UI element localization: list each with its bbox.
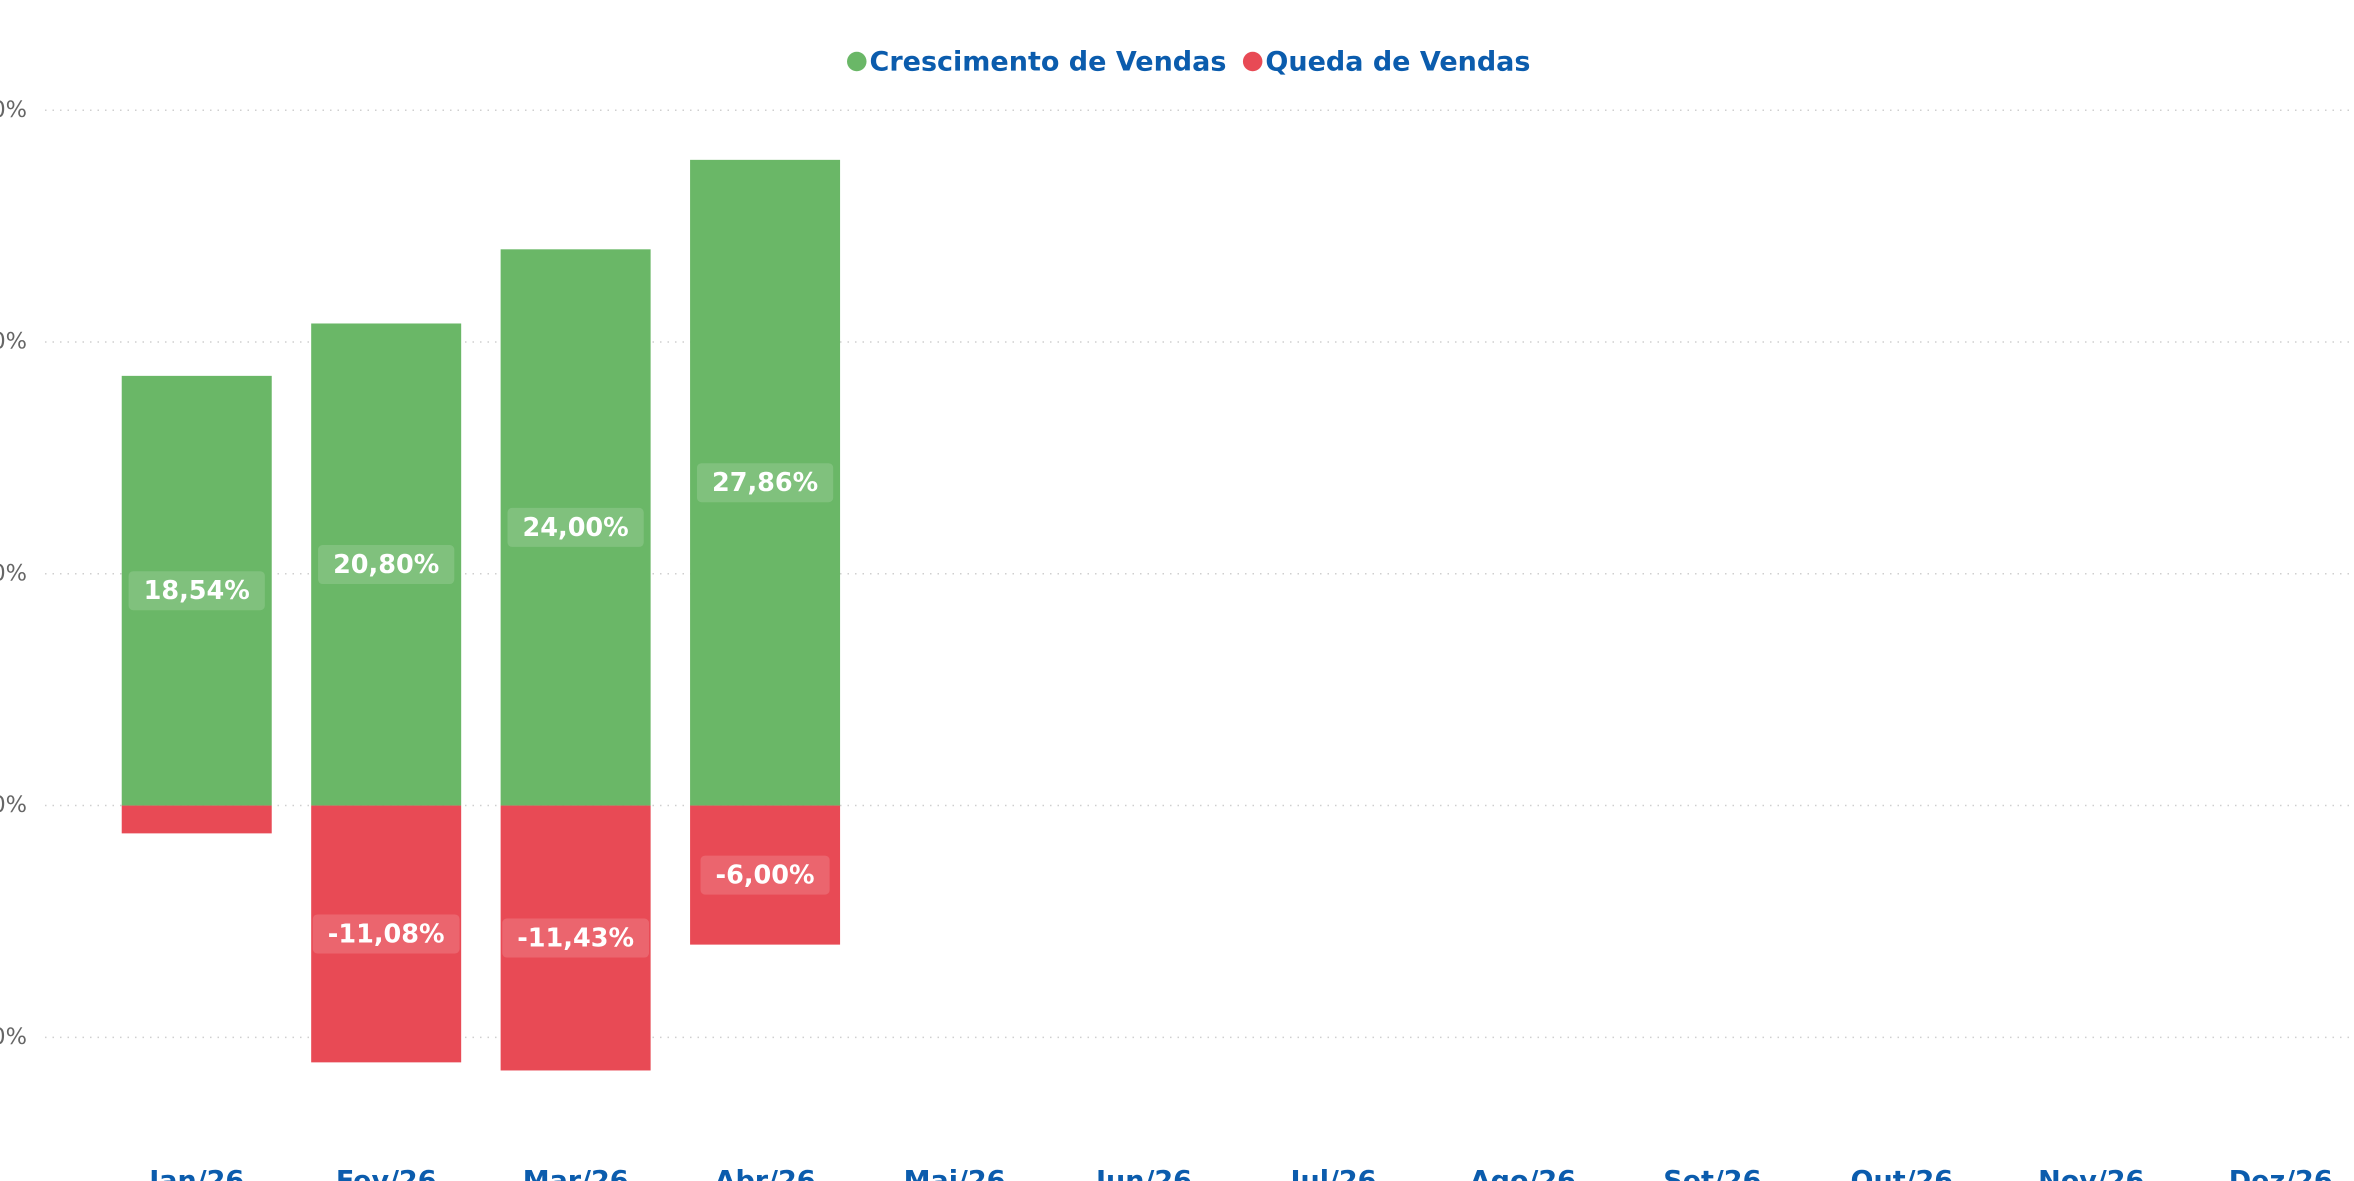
bar [311, 805, 462, 1063]
bar [690, 805, 841, 945]
x-tick-label: Abr/26 [715, 1166, 816, 1181]
bar [121, 375, 272, 806]
data-label: 27,86% [712, 468, 818, 498]
data-label-bg [128, 571, 265, 611]
x-tick-label: Fev/26 [336, 1166, 437, 1181]
y-tick-label: 20% [0, 329, 27, 355]
data-label: -6,00% [716, 861, 815, 891]
data-label: 18,54% [144, 576, 250, 606]
x-tick-label: Jul/26 [1288, 1166, 1376, 1181]
data-label: -11,43% [517, 924, 634, 954]
legend-marker [847, 51, 867, 72]
data-label-bg [502, 918, 650, 958]
y-tick-label: 0% [0, 792, 27, 818]
x-tick-label: Ago/26 [1470, 1166, 1576, 1181]
data-label-bg [507, 507, 644, 547]
legend-marker [1242, 51, 1263, 72]
x-tick-label: Dez/26 [2229, 1166, 2333, 1181]
legend-label: Queda de Vendas [1265, 47, 1530, 78]
y-tick-label: 30% [0, 97, 27, 123]
x-tick-label: Nov/26 [2038, 1166, 2144, 1181]
x-tick-label: Mai/26 [904, 1166, 1006, 1181]
x-tick-label: Jun/26 [1094, 1166, 1192, 1181]
x-tick-label: Mar/26 [523, 1166, 629, 1181]
x-tick-label: Jan/26 [147, 1166, 244, 1181]
x-tick-label: Set/26 [1663, 1166, 1761, 1181]
data-label-bg [700, 855, 830, 895]
data-label: 20,80% [333, 550, 439, 580]
bar [690, 159, 841, 806]
bar [311, 323, 462, 806]
data-label: 24,00% [523, 513, 629, 543]
bar [121, 805, 272, 834]
data-label-bg [318, 545, 455, 585]
legend: Crescimento de Vendas Queda de Vendas [847, 47, 1530, 78]
data-label-bg [696, 463, 834, 503]
data-label-bg [312, 914, 460, 954]
x-tick-label: Out/26 [1851, 1166, 1954, 1181]
legend-label: Crescimento de Vendas [870, 47, 1227, 78]
y-tick-label: 10% [0, 560, 27, 586]
y-tick-label: -10% [0, 1024, 27, 1050]
data-label: -11,08% [328, 919, 445, 949]
bar [500, 249, 651, 806]
bar [500, 805, 651, 1071]
